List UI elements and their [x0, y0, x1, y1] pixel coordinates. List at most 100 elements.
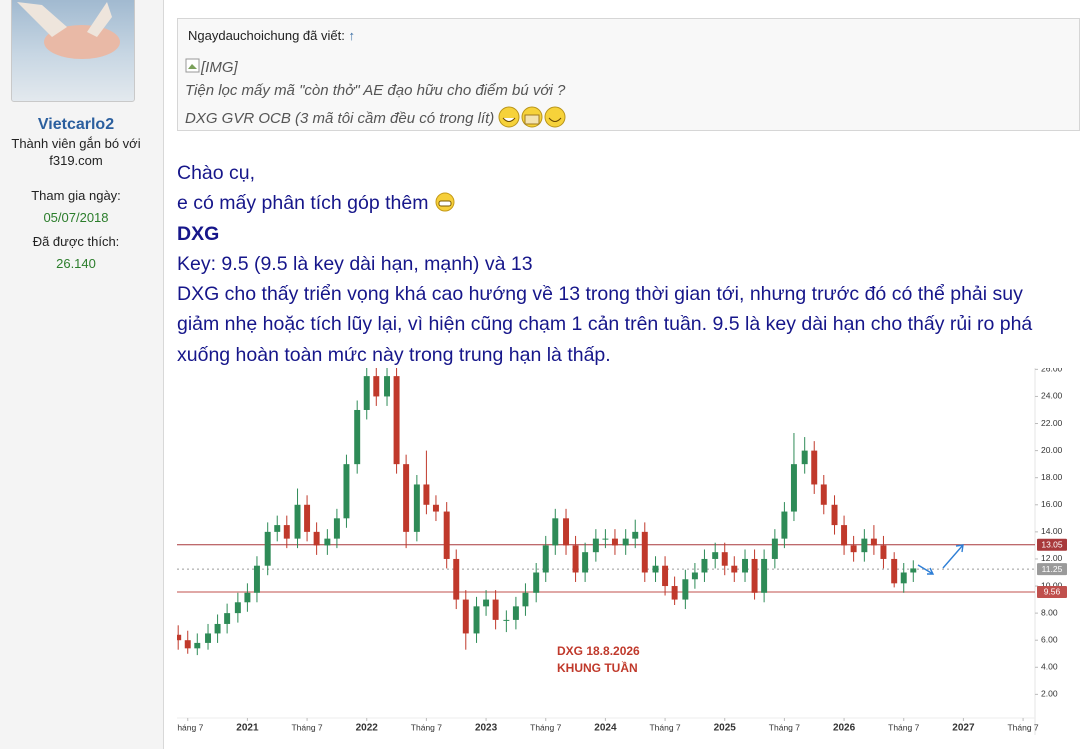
- candle-body: [264, 531, 271, 566]
- candle-body: [662, 565, 669, 587]
- candle-body: [234, 602, 241, 614]
- candle-body: [870, 538, 877, 546]
- candle-body: [462, 599, 469, 634]
- post-body: Chào cụ, e có mấy phân tích góp thêm DXG…: [177, 158, 1032, 370]
- chart-annotation: DXG 18.8.2026: [557, 644, 640, 658]
- price-chart: DXG 18.8.2026 KHUNG TUẦN 2.00 4.00 6.00 8.0…: [177, 368, 1072, 735]
- candle-body: [333, 518, 340, 539]
- x-tick-label: 2026: [833, 723, 856, 734]
- candle-body: [393, 376, 400, 465]
- y-tick-label: 12.00: [1041, 553, 1063, 563]
- candle-body: [214, 623, 221, 634]
- candle-body: [751, 558, 758, 593]
- y-tick-label: 26.00: [1041, 368, 1063, 374]
- candle-body: [473, 606, 480, 634]
- candle-body: [384, 376, 391, 397]
- y-tick-label: 20.00: [1041, 445, 1063, 455]
- candle-body: [354, 409, 361, 465]
- y-tick-label: 18.00: [1041, 472, 1063, 482]
- forecast-arrows: [917, 544, 964, 575]
- x-tick-label: Tháng 7: [1007, 722, 1038, 732]
- broken-image-icon: [185, 58, 200, 73]
- x-tick-label: 2025: [714, 723, 737, 734]
- candle-body: [503, 619, 510, 621]
- level-label-box: [1037, 585, 1067, 598]
- plot-area: [177, 368, 1035, 656]
- avatar-wing: [87, 2, 112, 37]
- candle-body: [294, 504, 301, 539]
- candle-body: [742, 558, 749, 573]
- y-tick-label: 10.00: [1041, 580, 1063, 590]
- avatar[interactable]: [11, 0, 135, 102]
- candle-body: [304, 504, 311, 532]
- avatar-shape: [44, 25, 120, 59]
- post-text: e có mấy phân tích góp thêm: [177, 192, 429, 215]
- user-name[interactable]: Vietcarlo2: [37, 116, 115, 133]
- x-tick-label: Tháng 7: [291, 722, 322, 732]
- candle-body: [611, 538, 618, 546]
- candle-body: [801, 450, 808, 465]
- candle-body: [373, 376, 380, 397]
- smileys: [498, 106, 566, 128]
- candle-body: [313, 531, 320, 546]
- y-tick-label: 16.00: [1041, 499, 1063, 509]
- y-tick-label: 22.00: [1041, 418, 1063, 428]
- candle-body: [682, 579, 689, 600]
- candle-body: [891, 558, 898, 584]
- level-label: 13.05: [1041, 539, 1063, 549]
- user-sidebar: Vietcarlo2 Thành viên gắn bó với f319.co…: [0, 0, 164, 749]
- candle-body: [761, 558, 768, 593]
- candle-body: [861, 538, 868, 553]
- candle-body: [522, 592, 529, 607]
- post-line: DXG cho thấy triển vọng khá cao hướng về…: [177, 283, 1023, 306]
- candle-body: [900, 572, 907, 584]
- level-label-box: [1037, 563, 1067, 576]
- candle-body: [811, 450, 818, 485]
- joined-date: 05/07/2018: [43, 210, 109, 225]
- chart-background: [177, 368, 1072, 735]
- level-label: 11.25: [1042, 564, 1063, 574]
- candle-body: [283, 525, 290, 539]
- quote-image: [IMG]: [185, 58, 238, 76]
- candle-body: [701, 558, 708, 573]
- candle-body: [632, 531, 639, 539]
- candle-body: [512, 606, 519, 620]
- candle-body: [712, 552, 719, 559]
- candle-body: [432, 504, 439, 512]
- likes-label: Đã được thích:: [32, 234, 120, 249]
- candle-body: [691, 572, 698, 580]
- x-tick-label: 2024: [594, 723, 617, 734]
- y-tick-label: 4.00: [1041, 662, 1058, 672]
- candle-body: [443, 511, 450, 559]
- quote-jump[interactable]: ↑: [348, 28, 355, 43]
- y-tick-label: 24.00: [1041, 391, 1063, 401]
- candle-body: [274, 525, 281, 532]
- candle-body: [910, 568, 917, 573]
- x-tick-label: Tháng 7: [411, 722, 442, 732]
- candle-body: [413, 484, 420, 532]
- candle-body: [652, 565, 659, 573]
- candle-body: [483, 599, 490, 607]
- quote-text: DXG GVR OCB (3 mã tôi cầm đều có trong l…: [185, 110, 495, 127]
- level-label: 9.56: [1044, 587, 1061, 597]
- quote-line: Tiện lọc mấy mã "còn thở" AE đạo hữu cho…: [185, 82, 566, 99]
- post-line: xuống hoàn toàn mức này trong trung hạn …: [177, 343, 611, 366]
- candle-body: [850, 545, 857, 553]
- candle-body: [403, 464, 410, 532]
- candle-body: [721, 552, 728, 566]
- candle-body: [177, 634, 182, 641]
- level-label-box: [1037, 538, 1067, 551]
- candle-body: [423, 484, 430, 505]
- x-tick-label: 2021: [236, 723, 259, 734]
- candle-body: [563, 518, 570, 546]
- candle-body: [790, 464, 797, 512]
- candle-body: [622, 538, 629, 546]
- user-title: Thành viên gắn bó với: [11, 136, 141, 151]
- y-tick-label: 6.00: [1041, 634, 1058, 644]
- candle-body: [542, 545, 549, 573]
- candle-body: [244, 592, 251, 603]
- likes-count: 26.140: [56, 256, 96, 271]
- candle-body: [343, 464, 350, 519]
- candle-body: [453, 558, 460, 600]
- user-title: f319.com: [49, 153, 103, 168]
